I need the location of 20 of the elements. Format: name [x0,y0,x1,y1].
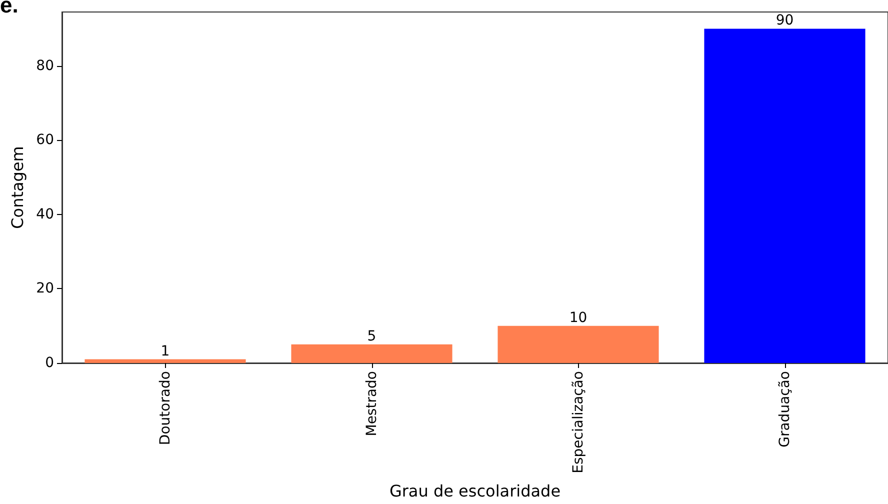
text: e. [0,0,18,18]
y-tick-label: 60 [36,132,54,148]
y-tick-label: 40 [36,206,54,222]
data-label: 10 [569,310,588,326]
bar [704,28,866,363]
bar [84,359,246,363]
x-tick-label: Mestrado [364,371,380,436]
y-tick-label: 80 [36,58,54,74]
bar [498,326,659,363]
x-axis-title: Grau de escolaridade [389,482,561,500]
data-label: 5 [367,328,376,344]
bar [291,344,452,363]
x-tick-label: Graduação [776,371,793,448]
y-axis-title: Contagem [8,146,27,229]
data-label: 90 [776,12,794,29]
y-tick-label: 20 [36,280,54,297]
x-tick-label: Especialização [570,371,586,474]
data-label: 1 [160,343,170,360]
x-tick-label: Doutorado [157,371,174,446]
y-tick-label: 0 [45,355,54,371]
